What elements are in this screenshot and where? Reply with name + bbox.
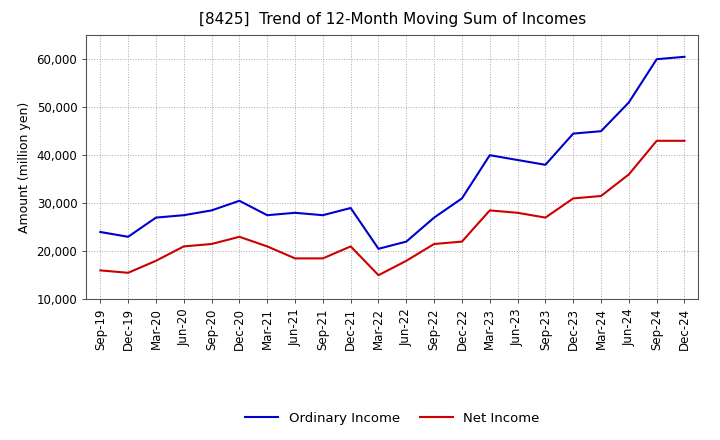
Net Income bbox=[624, 172, 633, 177]
Ordinary Income bbox=[124, 234, 132, 239]
Ordinary Income bbox=[513, 158, 522, 163]
Title: [8425]  Trend of 12-Month Moving Sum of Incomes: [8425] Trend of 12-Month Moving Sum of I… bbox=[199, 12, 586, 27]
Net Income bbox=[207, 242, 216, 247]
Y-axis label: Amount (million yen): Amount (million yen) bbox=[18, 102, 31, 233]
Line: Net Income: Net Income bbox=[100, 141, 685, 275]
Ordinary Income bbox=[652, 57, 661, 62]
Net Income bbox=[569, 196, 577, 201]
Net Income bbox=[318, 256, 327, 261]
Ordinary Income bbox=[680, 54, 689, 59]
Net Income bbox=[179, 244, 188, 249]
Net Income bbox=[402, 258, 410, 264]
Net Income bbox=[485, 208, 494, 213]
Ordinary Income bbox=[207, 208, 216, 213]
Legend: Ordinary Income, Net Income: Ordinary Income, Net Income bbox=[240, 406, 545, 430]
Net Income bbox=[513, 210, 522, 216]
Ordinary Income bbox=[597, 128, 606, 134]
Net Income bbox=[346, 244, 355, 249]
Net Income bbox=[124, 270, 132, 275]
Ordinary Income bbox=[485, 153, 494, 158]
Ordinary Income bbox=[96, 229, 104, 235]
Net Income bbox=[374, 272, 383, 278]
Ordinary Income bbox=[569, 131, 577, 136]
Ordinary Income bbox=[179, 213, 188, 218]
Ordinary Income bbox=[541, 162, 550, 168]
Net Income bbox=[430, 242, 438, 247]
Net Income bbox=[235, 234, 243, 239]
Ordinary Income bbox=[235, 198, 243, 203]
Ordinary Income bbox=[318, 213, 327, 218]
Net Income bbox=[652, 138, 661, 143]
Ordinary Income bbox=[263, 213, 271, 218]
Line: Ordinary Income: Ordinary Income bbox=[100, 57, 685, 249]
Net Income bbox=[291, 256, 300, 261]
Net Income bbox=[263, 244, 271, 249]
Ordinary Income bbox=[430, 215, 438, 220]
Ordinary Income bbox=[624, 100, 633, 105]
Net Income bbox=[96, 268, 104, 273]
Ordinary Income bbox=[458, 196, 467, 201]
Ordinary Income bbox=[291, 210, 300, 216]
Net Income bbox=[597, 193, 606, 198]
Ordinary Income bbox=[374, 246, 383, 251]
Ordinary Income bbox=[152, 215, 161, 220]
Net Income bbox=[152, 258, 161, 264]
Ordinary Income bbox=[402, 239, 410, 244]
Ordinary Income bbox=[346, 205, 355, 211]
Net Income bbox=[458, 239, 467, 244]
Net Income bbox=[541, 215, 550, 220]
Net Income bbox=[680, 138, 689, 143]
